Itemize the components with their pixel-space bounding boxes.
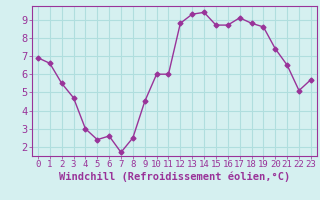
X-axis label: Windchill (Refroidissement éolien,°C): Windchill (Refroidissement éolien,°C) <box>59 172 290 182</box>
